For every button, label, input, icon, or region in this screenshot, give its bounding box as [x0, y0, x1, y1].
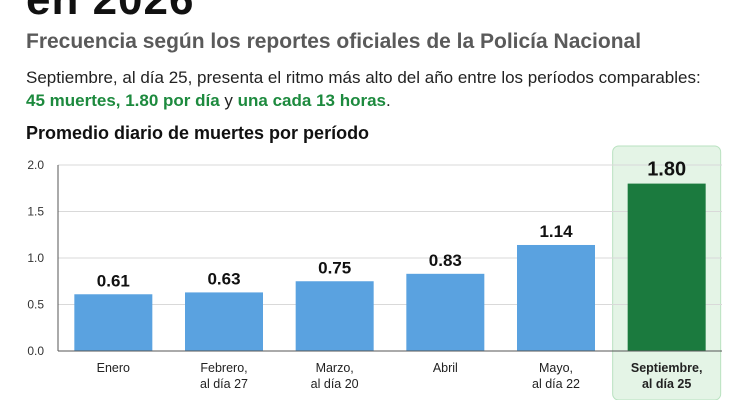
- value-label: 1.80: [647, 159, 686, 181]
- x-tick-label: Septiembre,: [631, 361, 703, 375]
- description-highlight-deaths: 45 muertes, 1.80 por día: [26, 91, 220, 110]
- description-connector: y: [219, 91, 238, 110]
- value-label: 0.61: [97, 271, 130, 290]
- headline: en 2026: [26, 0, 194, 26]
- y-tick-label: 0.5: [27, 298, 44, 312]
- description: Septiembre, al día 25, presenta el ritmo…: [26, 66, 716, 112]
- x-tick-label: al día 27: [200, 377, 248, 391]
- bar: [185, 292, 263, 351]
- value-label: 0.63: [207, 269, 240, 288]
- bar: [517, 244, 595, 351]
- x-tick-label: Marzo,: [316, 361, 354, 375]
- bar: [74, 294, 153, 351]
- value-label: 0.75: [318, 258, 351, 277]
- bar-chart: 0.0 0.5 1.0 1.5 2.0 0.61 Enero 0.63 Febrero, al d…: [27, 145, 722, 400]
- value-label: 0.83: [429, 251, 462, 270]
- y-tick-label: 2.0: [27, 158, 44, 172]
- x-tick-label: Abril: [433, 361, 458, 375]
- bar: [406, 273, 485, 351]
- description-intro: Septiembre, al día 25, presenta el ritmo…: [26, 68, 701, 87]
- x-tick-label: Enero: [97, 361, 130, 375]
- x-tick-label: al día 25: [642, 377, 691, 391]
- x-tick-label: al día 20: [311, 377, 359, 391]
- x-tick-label: Mayo,: [539, 361, 573, 375]
- chart-title: Promedio diario de muertes por período: [26, 123, 370, 143]
- y-tick-label: 0.0: [27, 344, 44, 358]
- x-tick-label: al día 22: [532, 377, 580, 391]
- description-highlight-frequency: una cada 13 horas: [237, 91, 386, 110]
- subtitle: Frecuencia según los reportes oficiales …: [26, 30, 642, 53]
- y-tick-label: 1.0: [27, 251, 44, 265]
- y-tick-label: 1.5: [27, 205, 44, 219]
- bar: [295, 281, 374, 351]
- value-label: 1.14: [539, 222, 573, 241]
- x-tick-label: Febrero,: [200, 361, 247, 375]
- description-end: .: [386, 91, 391, 110]
- bar: [627, 183, 706, 351]
